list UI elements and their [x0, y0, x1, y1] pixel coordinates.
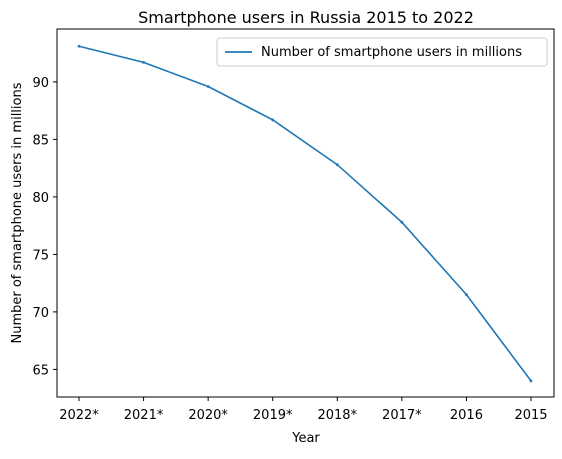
y-tick-label: 85	[32, 133, 49, 148]
y-tick-label: 75	[32, 248, 49, 263]
data-point-4	[335, 163, 339, 167]
x-axis-label: Year	[291, 431, 320, 446]
series-line-0	[78, 45, 532, 382]
x-tick-label: 2020*	[188, 408, 228, 423]
y-tick-label: 65	[32, 363, 49, 378]
data-point-5	[400, 220, 404, 224]
x-tick-label: 2018*	[317, 408, 357, 423]
x-tick-label: 2016	[450, 408, 483, 423]
x-tick-label: 2021*	[124, 408, 164, 423]
y-tick-label: 70	[32, 306, 49, 321]
data-point-2	[206, 85, 210, 88]
y-tick-label: 90	[32, 76, 49, 91]
y-axis-label: Number of smartphone users in millions	[10, 82, 25, 343]
x-tick-label: 2017*	[382, 408, 422, 423]
x-tick-label: 2019*	[253, 408, 293, 423]
y-tick-label: 80	[32, 191, 49, 206]
data-point-3	[271, 118, 275, 122]
data-point-0	[77, 44, 81, 48]
legend-label: Number of smartphone users in millions	[261, 45, 522, 60]
data-point-7	[529, 379, 533, 383]
legend-box	[216, 37, 548, 67]
x-tick-label: 2015	[514, 408, 547, 423]
plot-frame	[56, 28, 555, 398]
legend: Number of smartphone users in millions	[216, 37, 548, 67]
data-point-6	[465, 293, 468, 297]
x-tick-label: 2022*	[59, 408, 99, 423]
data-point-1	[142, 60, 145, 64]
chart-title: Smartphone users in Russia 2015 to 2022	[138, 8, 474, 27]
